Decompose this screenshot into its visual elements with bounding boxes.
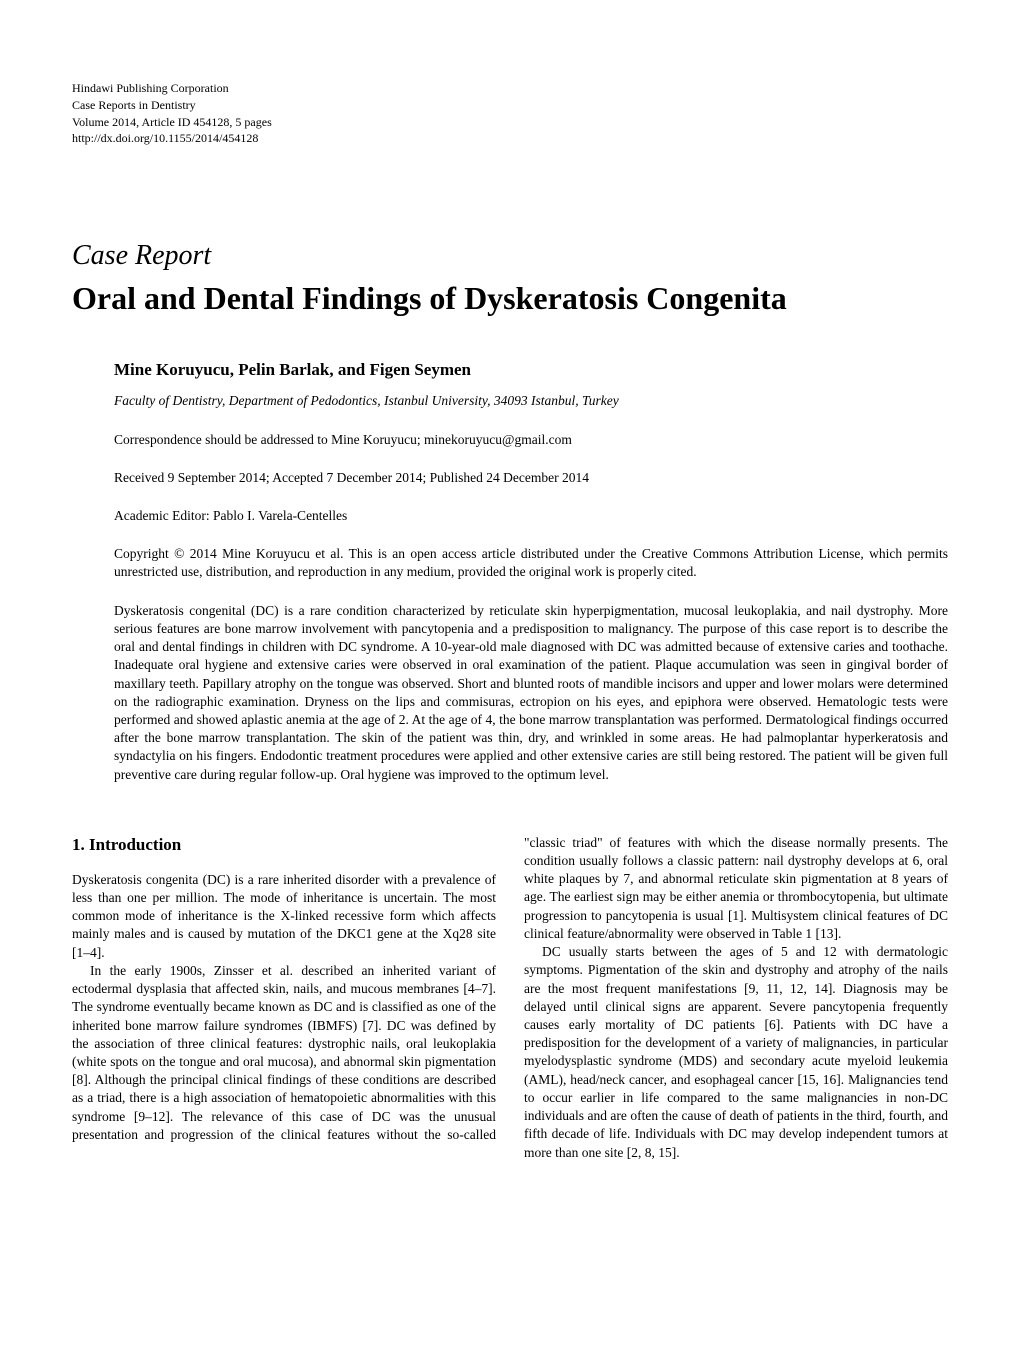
volume-info: Volume 2014, Article ID 454128, 5 pages	[72, 114, 948, 131]
correspondence: Correspondence should be addressed to Mi…	[72, 431, 948, 449]
section-1-para-1: Dyskeratosis congenita (DC) is a rare in…	[72, 871, 496, 962]
academic-editor: Academic Editor: Pablo I. Varela-Centell…	[72, 507, 948, 525]
journal-name: Case Reports in Dentistry	[72, 97, 948, 114]
publication-dates: Received 9 September 2014; Accepted 7 De…	[72, 469, 948, 487]
doi-link: http://dx.doi.org/10.1155/2014/454128	[72, 130, 948, 147]
copyright-notice: Copyright © 2014 Mine Koruyucu et al. Th…	[72, 545, 948, 581]
article-title: Oral and Dental Findings of Dyskeratosis…	[72, 279, 948, 317]
article-type: Case Report	[72, 237, 948, 275]
authors-list: Mine Koruyucu, Pelin Barlak, and Figen S…	[72, 359, 948, 382]
abstract-text: Dyskeratosis congenital (DC) is a rare c…	[72, 602, 948, 784]
publisher-name: Hindawi Publishing Corporation	[72, 80, 948, 97]
affiliation: Faculty of Dentistry, Department of Pedo…	[72, 392, 948, 410]
body-content: 1. Introduction Dyskeratosis congenita (…	[72, 834, 948, 1162]
section-1-title: 1. Introduction	[72, 834, 496, 857]
section-1-para-3: DC usually starts between the ages of 5 …	[524, 943, 948, 1162]
publisher-block: Hindawi Publishing Corporation Case Repo…	[72, 80, 948, 147]
